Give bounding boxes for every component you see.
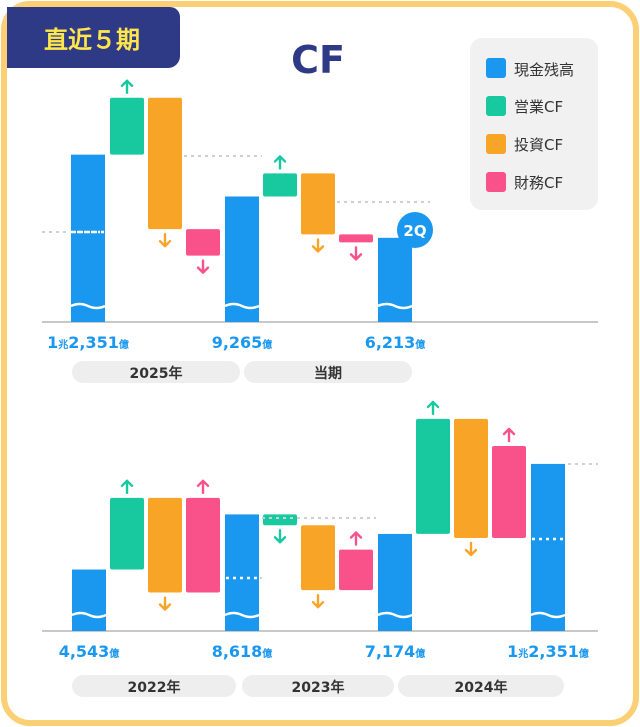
bar-cash (531, 463, 565, 631)
bar-wave (377, 302, 413, 310)
legend-box (470, 38, 598, 210)
arrow-down (464, 541, 478, 557)
bar-cash (225, 196, 259, 322)
arrow-down (273, 529, 287, 544)
arrow-up (120, 79, 134, 94)
bar-operating (416, 418, 450, 534)
period-pill (398, 675, 564, 697)
bar-investing (148, 97, 182, 230)
cash-value-label: 6,213億 (365, 333, 426, 352)
arrow-up (426, 400, 440, 416)
legend: 現金残高 営業CF 投資CF 財務CF (470, 38, 598, 210)
bar-investing (301, 173, 335, 235)
bar-operating (110, 97, 144, 155)
bar-wave (224, 302, 260, 310)
cash-value-label: 1兆2,351億 (507, 642, 589, 661)
bar-operating (110, 497, 144, 570)
cash-value-label: 4,543億 (59, 642, 120, 661)
cash-value-label: 9,265億 (212, 333, 273, 352)
arrow-up (502, 427, 516, 443)
bar-investing (148, 497, 182, 593)
arrow-down (158, 232, 172, 248)
badge-shape (7, 7, 180, 68)
bar-financing (339, 549, 373, 591)
bar-wave (224, 611, 260, 619)
chart-title: CF (291, 38, 345, 82)
period-label: 当期 (314, 365, 342, 382)
badge-label: 直近５期 (44, 26, 140, 54)
bar-operating (263, 514, 297, 526)
period-label: 2024年 (455, 679, 508, 696)
arrow-down (196, 259, 210, 274)
legend-swatch-cash (486, 58, 506, 78)
quarter-tag: 2Q (403, 222, 426, 240)
arrow-up (196, 479, 210, 495)
arrow-up (120, 479, 134, 495)
legend-label-cash: 現金残高 (514, 61, 574, 79)
chart-bottom: 4,543億 8,618億 7,174億 1兆2,351億 2022年 2023年 2024… (42, 400, 598, 697)
arrow-down (349, 246, 363, 261)
quarter-bubble (397, 212, 433, 248)
bar-financing (492, 445, 526, 538)
period-pill (244, 361, 412, 383)
legend-swatch-investing (486, 134, 506, 154)
bar-cash (225, 514, 259, 631)
legend-label-operating: 営業CF (514, 98, 563, 116)
bar-cash (72, 569, 106, 631)
period-pill (72, 361, 240, 383)
legend-swatch-financing (486, 172, 506, 192)
bar-financing (186, 497, 220, 593)
legend-label-investing: 投資CF (514, 136, 563, 154)
bar-financing (339, 234, 373, 243)
cash-value-label: 1兆2,351億 (47, 333, 129, 352)
bar-cash (378, 237, 412, 322)
legend-label-financing: 財務CF (514, 174, 563, 192)
bar-financing (186, 229, 220, 256)
bar-operating (263, 173, 297, 197)
bar-wave (530, 611, 566, 619)
quarter-bubble-tail (397, 242, 411, 252)
period-pill (242, 675, 394, 697)
arrow-up (349, 531, 363, 546)
period-label: 2023年 (292, 679, 345, 696)
legend-swatch-operating (486, 96, 506, 116)
bar-cash (71, 154, 105, 322)
period-label: 2022年 (128, 679, 181, 696)
arrow-up (273, 155, 287, 170)
cash-value-label: 7,174億 (365, 642, 426, 661)
bar-investing (454, 418, 488, 538)
arrow-down (311, 593, 325, 609)
cash-value-label: 8,618億 (212, 642, 273, 661)
arrow-down (311, 238, 325, 253)
period-label: 2025年 (130, 365, 183, 382)
bar-wave (71, 611, 107, 619)
bar-wave (377, 611, 413, 619)
period-pill (72, 675, 236, 697)
arrow-down (158, 596, 172, 611)
bar-wave (70, 302, 106, 310)
chart-top: 1兆2,351億 9,265億 6,213億 2Q 2025年 当期 (42, 79, 598, 383)
bar-investing (301, 525, 335, 591)
